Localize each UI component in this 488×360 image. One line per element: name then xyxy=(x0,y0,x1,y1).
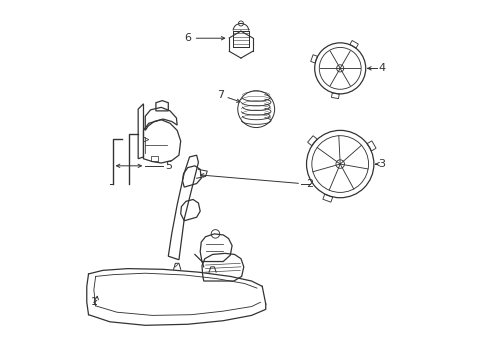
Text: 5: 5 xyxy=(165,161,172,171)
Text: 6: 6 xyxy=(184,33,191,43)
Text: 7: 7 xyxy=(216,90,224,100)
Text: 2: 2 xyxy=(306,179,313,189)
Text: 4: 4 xyxy=(378,63,385,73)
Text: 1: 1 xyxy=(90,297,97,307)
Text: 3: 3 xyxy=(378,159,385,169)
